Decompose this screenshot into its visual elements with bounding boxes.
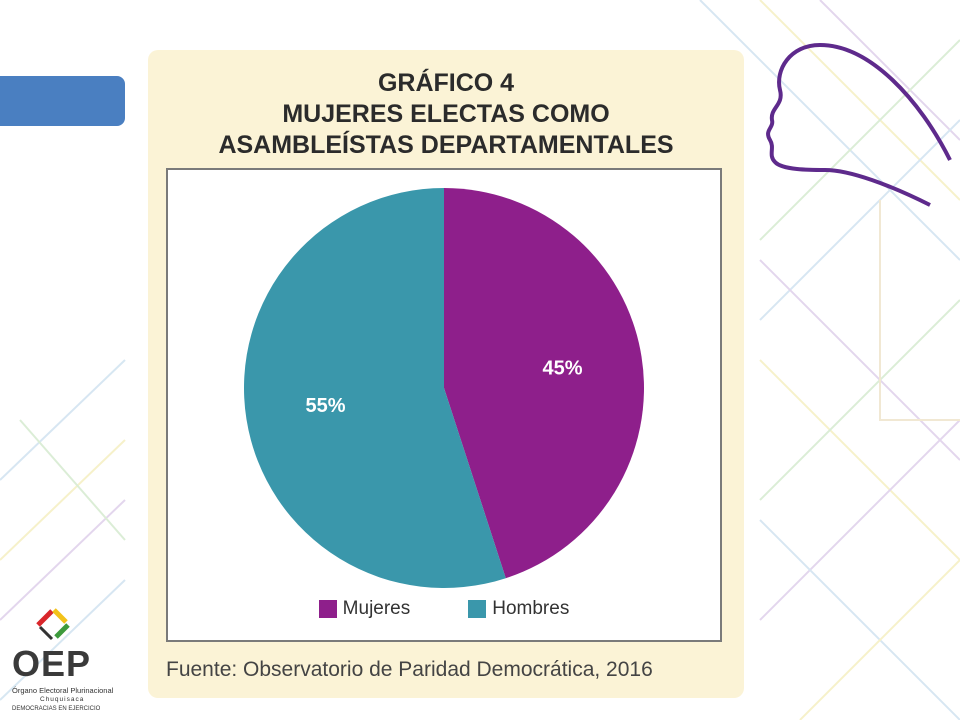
chart-title-line-2: MUJERES ELECTAS COMO — [282, 100, 610, 128]
pie-label-hombres: 55% — [305, 395, 345, 417]
chart-card: GRÁFICO 4 MUJERES ELECTAS COMO ASAMBLEÍS… — [148, 50, 744, 698]
legend-swatch-hombres — [468, 600, 487, 618]
legend-item-mujeres: Mujeres — [318, 598, 411, 620]
pie-slice-mujeres — [444, 188, 644, 579]
logo-org-name: Órgano Electoral Plurinacional — [12, 686, 114, 695]
chart-title-line-1: GRÁFICO 4 — [377, 69, 515, 97]
logo-region: Chuquisaca — [40, 696, 85, 703]
chart-title-line-3: ASAMBLEÍSTAS DEPARTAMENTALES — [218, 131, 674, 159]
pie-slice-hombres — [243, 188, 506, 588]
source-note: Fuente: Observatorio de Paridad Democrát… — [166, 658, 653, 681]
legend-item-hombres: Hombres — [468, 598, 569, 620]
logo-mark-icon — [36, 608, 70, 641]
legend: Mujeres Hombres — [168, 598, 720, 620]
logo-name: OEP — [12, 643, 92, 684]
pie-label-mujeres: 45% — [543, 358, 583, 380]
face-profile-graphic — [766, 42, 952, 207]
legend-label-hombres: Hombres — [492, 598, 570, 619]
chart-title: GRÁFICO 4 MUJERES ELECTAS COMO ASAMBLEÍS… — [148, 68, 744, 161]
logo-slogan: DEMOCRACIAS EN EJERCICIO — [12, 706, 101, 712]
plot-area: 45% 55% Mujeres Hombres — [166, 168, 722, 642]
oep-logo: OEP Órgano Electoral Plurinacional Chuqu… — [8, 605, 130, 715]
pie-chart: 45% 55% — [243, 188, 644, 588]
legend-label-mujeres: Mujeres — [342, 598, 411, 619]
section-tab — [0, 76, 125, 126]
legend-swatch-mujeres — [318, 600, 337, 618]
